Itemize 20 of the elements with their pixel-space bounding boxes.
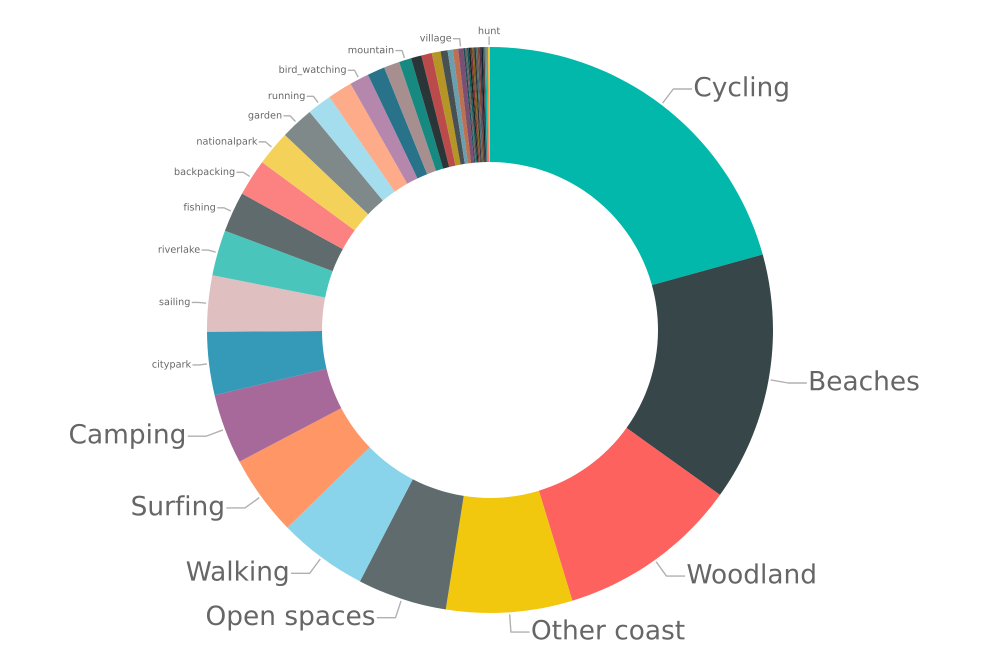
slice-label: Beaches (810, 370, 919, 391)
slice-label: Cycling (694, 76, 788, 102)
slice-label: bird_watching (279, 65, 346, 76)
slice-label: riverlake (158, 245, 200, 253)
slice-label: fishing (184, 203, 215, 212)
slice-label: Woodland (687, 563, 815, 584)
slice-label: Other coast (532, 619, 685, 640)
slice-label: Walking (186, 560, 288, 586)
slice-label: village (420, 34, 452, 44)
slice-label: mountain (348, 46, 394, 54)
slice-label: Camping (70, 423, 184, 449)
slice-label: sailing (159, 298, 190, 308)
slice-label: running (268, 92, 305, 102)
slice-label: citypark (152, 360, 192, 370)
slice-label: nationalpark (197, 137, 258, 147)
slice-label: hunt (478, 26, 500, 34)
slice-label: garden (248, 111, 282, 121)
slice-label: Surfing (132, 495, 223, 521)
slice-label: backpacking (174, 168, 234, 177)
slice-label: Open spaces (206, 605, 374, 630)
